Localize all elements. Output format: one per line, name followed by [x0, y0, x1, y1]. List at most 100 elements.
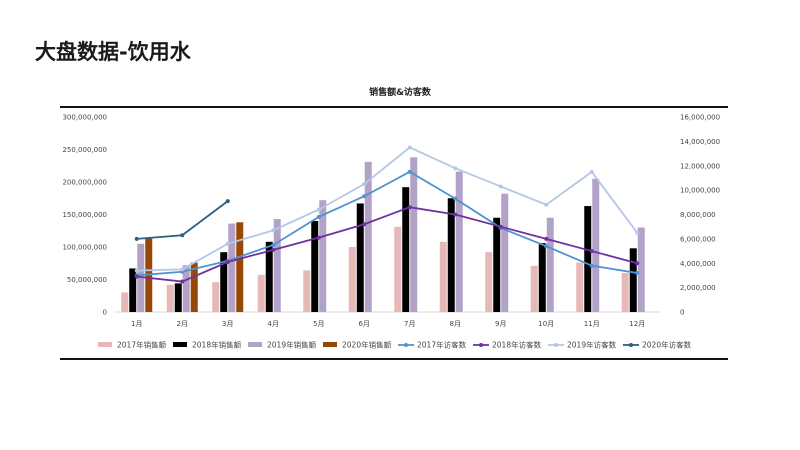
bar	[257, 274, 265, 312]
line-point	[271, 228, 276, 233]
bar	[273, 219, 281, 312]
bar	[356, 203, 364, 312]
bar	[182, 265, 190, 312]
right-axis-tick-label: 6,000,000	[680, 235, 716, 243]
bar	[129, 268, 137, 312]
line-point	[635, 230, 640, 235]
bar	[621, 273, 629, 312]
x-axis-tick-label: 11月	[584, 320, 600, 328]
series-line	[136, 170, 638, 277]
series-line	[136, 206, 638, 283]
left-axis-tick-label: 150,000,000	[62, 211, 107, 219]
bar	[485, 252, 493, 312]
bar	[447, 198, 455, 312]
line-point	[225, 241, 230, 246]
series-line	[136, 146, 638, 272]
line-point	[134, 236, 139, 241]
right-axis-tick-label: 16,000,000	[680, 114, 720, 122]
line-point	[589, 263, 594, 268]
line-point	[544, 236, 549, 241]
right-axis-tick-label: 12,000,000	[680, 162, 720, 170]
x-axis-tick-label: 3月	[222, 320, 233, 328]
legend-marker	[554, 343, 558, 347]
legend-label: 2018年销售额	[192, 340, 242, 350]
line-point	[180, 279, 185, 284]
line-point	[498, 224, 503, 229]
bar	[546, 217, 554, 312]
right-axis: 0 2,000,000 4,000,000 6,000,000 8,000,000 10,…	[680, 114, 720, 317]
bottom-divider	[60, 358, 728, 360]
bar	[637, 227, 645, 312]
line-point	[180, 233, 185, 238]
x-axis-tick-label: 9月	[495, 320, 506, 328]
legend-swatch	[248, 342, 262, 347]
line-point	[453, 166, 458, 171]
x-axis-tick-label: 7月	[404, 320, 415, 328]
line-point	[635, 271, 640, 275]
bar	[121, 292, 129, 312]
bar	[236, 222, 244, 312]
legend-label: 2020年销售额	[342, 340, 392, 350]
legend-marker	[479, 343, 483, 347]
bar	[394, 226, 402, 312]
bar-series-group	[121, 157, 645, 312]
bar	[166, 284, 174, 312]
line-point	[316, 214, 321, 219]
line-point	[362, 182, 367, 187]
line-point	[407, 205, 412, 210]
line-point	[635, 261, 640, 266]
legend-label: 2020年访客数	[642, 340, 692, 350]
legend-swatch	[173, 342, 187, 347]
legend-label: 2019年访客数	[567, 340, 617, 350]
bar	[212, 282, 220, 312]
bar	[303, 270, 311, 312]
legend-marker	[629, 343, 633, 347]
bar	[501, 193, 509, 312]
left-axis-tick-label: 100,000,000	[62, 244, 107, 252]
page-title: 大盘数据-饮用水	[35, 40, 191, 64]
bar	[228, 223, 236, 312]
line-point	[271, 247, 276, 252]
x-axis-tick-label: 4月	[268, 320, 279, 328]
line-point	[362, 194, 367, 199]
right-axis-tick-label: 8,000,000	[680, 211, 716, 219]
line-point	[407, 169, 412, 174]
legend: 2017年销售额 2018年销售额 2019年销售额 2020年销售额 2017年访客数…	[98, 340, 692, 350]
left-axis-tick-label: 250,000,000	[62, 146, 107, 154]
line-point	[453, 196, 458, 201]
legend-label: 2019年销售额	[267, 340, 317, 350]
line-point	[316, 235, 321, 240]
bar	[311, 221, 319, 312]
x-axis: 1月 2月 3月 4月 5月 6月 7月 8月 9月 10月 11月 12月	[114, 311, 660, 328]
bar	[576, 262, 584, 312]
right-axis-tick-label: 10,000,000	[680, 187, 720, 195]
bar	[410, 157, 418, 312]
right-axis-tick-label: 4,000,000	[680, 260, 716, 268]
bar	[348, 247, 356, 312]
line-point	[225, 260, 230, 265]
line-point	[134, 268, 139, 273]
x-axis-tick-label: 2月	[177, 320, 188, 328]
line-point	[407, 145, 412, 150]
bar	[584, 206, 592, 312]
bar	[530, 265, 538, 312]
legend-marker	[404, 343, 408, 347]
line-point	[544, 244, 549, 249]
bar	[402, 187, 410, 312]
left-axis-tick-label: 200,000,000	[62, 179, 107, 187]
legend-label: 2017年访客数	[417, 340, 467, 350]
left-axis-tick-label: 50,000,000	[67, 276, 107, 284]
x-axis-tick-label: 8月	[450, 320, 461, 328]
x-axis-tick-label: 12月	[629, 320, 645, 328]
top-divider	[60, 106, 728, 108]
line-point	[544, 202, 549, 207]
bar	[174, 283, 182, 312]
line-point	[134, 274, 139, 279]
right-axis-tick-label: 2,000,000	[680, 284, 716, 292]
line-point	[362, 222, 367, 227]
line-point	[316, 207, 321, 212]
bar	[190, 262, 198, 312]
bar	[592, 178, 600, 312]
right-axis-tick-label: 0	[680, 309, 684, 317]
bar	[629, 248, 637, 312]
